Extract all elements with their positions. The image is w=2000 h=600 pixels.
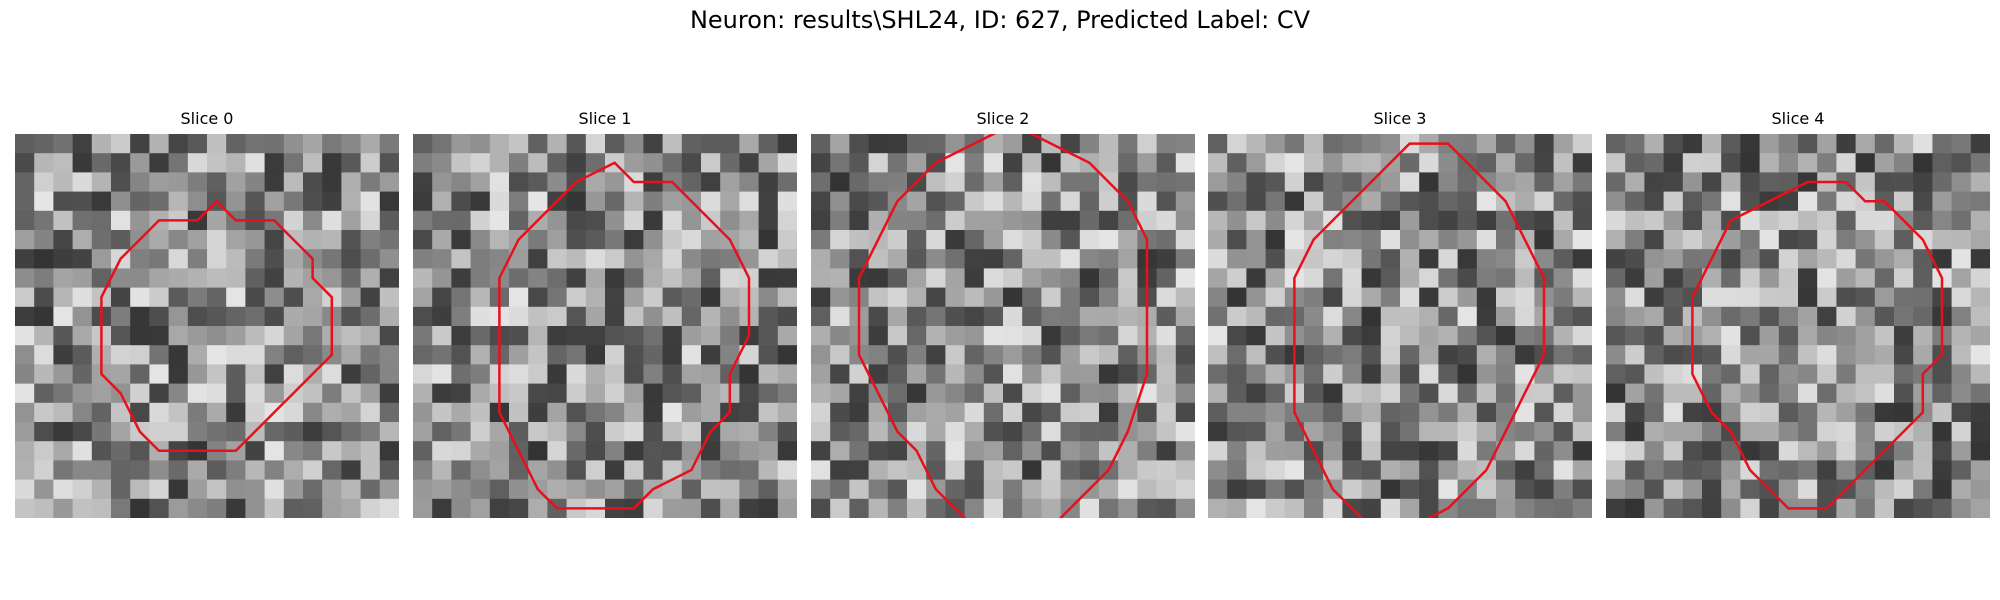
slice-image [811,134,1195,518]
slice-title: Slice 0 [180,109,234,128]
cell-contour [1293,142,1546,518]
slice-image [1606,134,1990,518]
slice-image [15,134,399,518]
slice-panel-1: Slice 1 [413,106,797,518]
pixel-grid [1606,134,1990,518]
slice-panel-3: Slice 3 [1208,106,1592,518]
cell-contour [857,134,1149,518]
slice-panel-4: Slice 4 [1606,106,1990,518]
cell-contour [498,161,751,510]
slice-panel-2: Slice 2 [811,106,1195,518]
pixel-grid [15,134,399,518]
slice-title: Slice 2 [976,109,1030,128]
cell-contour [100,199,334,453]
slice-title: Slice 4 [1771,109,1825,128]
slice-image [413,134,797,518]
pixel-grid [1208,134,1592,518]
slice-image [1208,134,1592,518]
slice-panel-0: Slice 0 [15,106,399,518]
cell-contour [1691,180,1944,510]
pixel-grid [413,134,797,518]
pixel-grid [811,134,1195,518]
slice-title: Slice 3 [1373,109,1427,128]
slice-title: Slice 1 [578,109,632,128]
figure-title: Neuron: results\SHL24, ID: 627, Predicte… [689,6,1311,34]
